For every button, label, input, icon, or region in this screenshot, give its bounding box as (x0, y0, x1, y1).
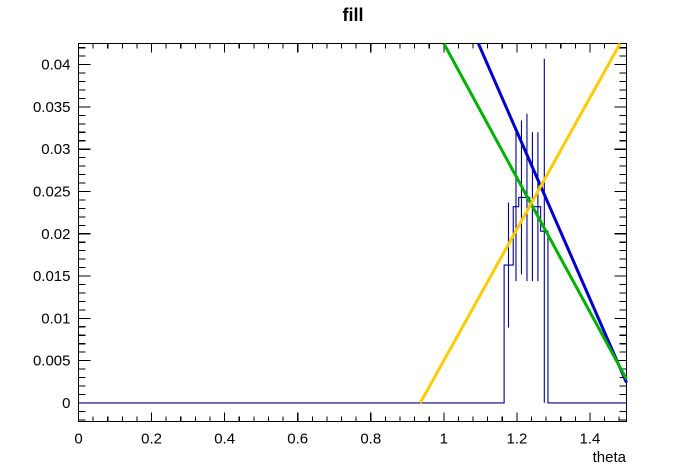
y-tick-label: 0 (62, 395, 70, 412)
y-axis-tick-labels: 0 0.005 0.01 0.015 0.02 0.025 0.03 0.035 0.04 (33, 57, 71, 412)
x-axis-title: theta (593, 449, 627, 466)
y-axis-ticks (78, 47, 627, 421)
y-tick-label: 0.02 (41, 226, 70, 243)
y-tick-label: 0.035 (33, 99, 71, 116)
x-tick-label: 0.2 (141, 431, 162, 448)
y-tick-label: 0.03 (41, 141, 70, 158)
x-tick-label: 1 (440, 431, 448, 448)
fit-line-blue (476, 42, 628, 384)
fit-function-series (418, 42, 628, 404)
y-tick-label: 0.005 (33, 353, 71, 370)
x-axis-tick-labels: 0 0.2 0.4 0.6 0.8 1 1.2 1.4 (74, 431, 600, 448)
fit-line-yellow (418, 42, 622, 404)
x-axis-ticks (77, 43, 620, 422)
y-tick-label: 0.015 (33, 268, 71, 285)
y-tick-label: 0.04 (41, 57, 70, 74)
x-tick-label: 1.2 (506, 431, 527, 448)
fit-line-green (442, 42, 628, 380)
plot-frame (77, 42, 628, 423)
y-tick-label: 0.025 (33, 183, 71, 200)
x-tick-label: 1.4 (580, 431, 601, 448)
y-tick-label: 0.01 (41, 310, 70, 327)
x-tick-label: 0.4 (214, 431, 235, 448)
chart-title: fill (343, 5, 364, 25)
x-tick-label: 0.6 (287, 431, 308, 448)
x-tick-label: 0.8 (360, 431, 381, 448)
x-tick-label: 0 (74, 431, 82, 448)
